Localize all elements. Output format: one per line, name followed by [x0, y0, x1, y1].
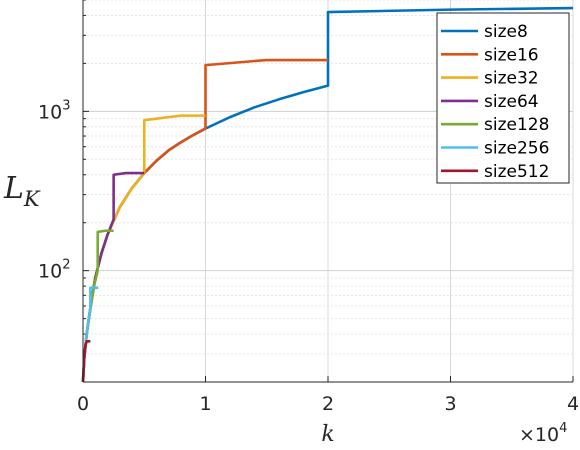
- legend-label-size64: size64: [484, 92, 539, 112]
- legend-label-size8: size8: [484, 22, 528, 42]
- y-axis-label: LK: [3, 171, 41, 211]
- x-tick-label: 3: [444, 393, 456, 415]
- x-tick-label: 2: [322, 393, 334, 415]
- series-line-size512: [81, 340, 91, 383]
- y-tick-exp: 2: [62, 258, 70, 273]
- legend-label-size128: size128: [484, 115, 549, 135]
- x-tick-label: 1: [199, 393, 211, 415]
- x-tick-label: 4: [567, 393, 579, 415]
- legend-label-size32: size32: [484, 69, 539, 89]
- legend-label-size16: size16: [484, 45, 539, 65]
- y-tick-exp: 3: [62, 98, 70, 113]
- y-axis-label-base: L: [3, 171, 24, 206]
- x-multiplier-base: ×10: [519, 424, 559, 446]
- y-tick-label: 102: [38, 258, 70, 283]
- y-tick-base: 10: [38, 261, 62, 283]
- x-multiplier: ×104: [519, 421, 567, 446]
- y-tick-base: 10: [38, 101, 62, 123]
- x-multiplier-exp: 4: [559, 421, 567, 436]
- x-tick-label: 0: [77, 393, 89, 415]
- y-tick-label: 103: [38, 98, 70, 123]
- legend-label-size256: size256: [484, 139, 549, 159]
- axes: [82, 0, 573, 383]
- legend-label-size512: size512: [484, 162, 549, 182]
- y-axis-label-sub: K: [23, 187, 41, 211]
- x-axis-label: k: [321, 422, 334, 447]
- legend-box: [436, 12, 570, 184]
- x-tick-labels: 0 1 2 3 4: [77, 393, 579, 415]
- series-lines: [81, 6, 574, 383]
- legend: size8 size16 size32 size64 size128 size256 siz…: [436, 12, 570, 184]
